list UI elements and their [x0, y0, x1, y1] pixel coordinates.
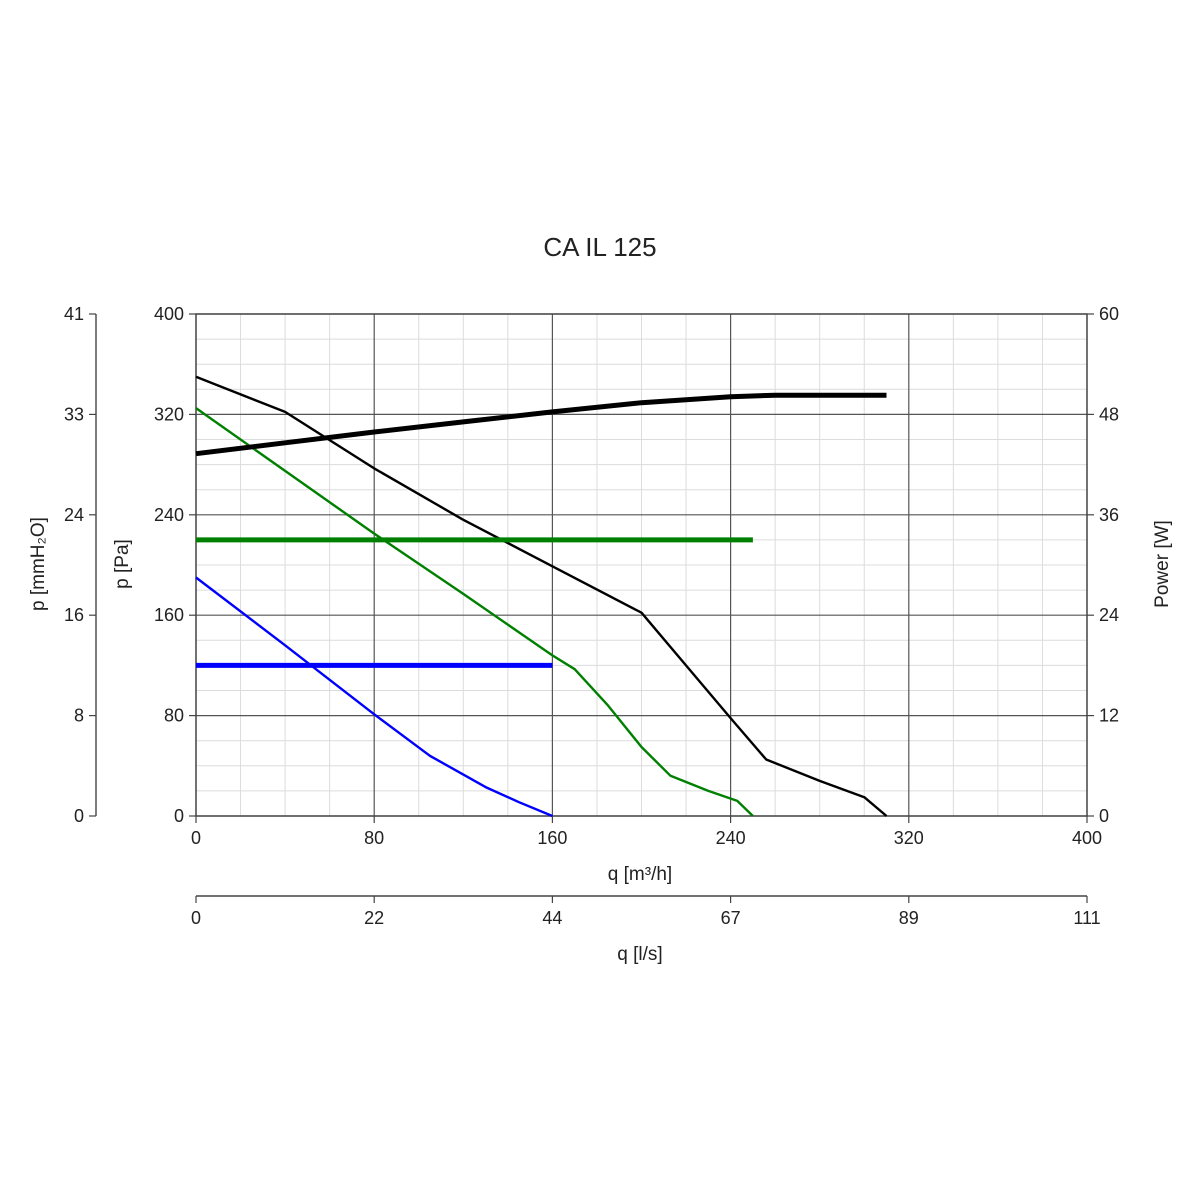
axes — [89, 313, 1094, 903]
y-right-tick-label: 12 — [1099, 706, 1119, 726]
y-right-axis-label: Power [W] — [1152, 520, 1173, 608]
y-right-tick-label: 60 — [1099, 304, 1119, 324]
x-tick-label: 400 — [1072, 828, 1102, 848]
x2-tick-label: 0 — [191, 908, 201, 928]
y-axis-label: p [Pa] — [112, 539, 133, 589]
y-tick-label: 80 — [164, 706, 184, 726]
x-tick-label: 0 — [191, 828, 201, 848]
y-tick-label: 0 — [174, 806, 184, 826]
y-tick-label: 400 — [154, 304, 184, 324]
y-tick-label: 240 — [154, 505, 184, 525]
x-tick-label: 80 — [364, 828, 384, 848]
x-tick-label: 160 — [537, 828, 567, 848]
x2-tick-label: 22 — [364, 908, 384, 928]
x-axis-label: q [m³/h] — [608, 864, 672, 885]
pressure-curve-2 — [195, 407, 754, 817]
y-left-outer-tick-label: 8 — [74, 706, 84, 726]
y-right-tick-label: 48 — [1099, 404, 1119, 424]
y-left-outer-tick-label: 16 — [64, 605, 84, 625]
x2-tick-label: 67 — [721, 908, 741, 928]
x2-tick-label: 89 — [899, 908, 919, 928]
power-curve-4 — [195, 392, 887, 457]
y-tick-label: 320 — [154, 404, 184, 424]
pressure-curve-3 — [195, 576, 553, 818]
x2-axis-label: q [l/s] — [617, 944, 662, 965]
x2-tick-label: 111 — [1073, 908, 1100, 928]
y-left-outer-tick-label: 41 — [64, 304, 84, 324]
plot-frame — [195, 313, 1088, 817]
y-right-tick-label: 24 — [1099, 605, 1119, 625]
chart-title: CA IL 125 — [543, 232, 656, 262]
pressure-curve-1 — [195, 375, 888, 817]
y-left-outer-tick-label: 33 — [64, 404, 84, 424]
y-left-outer-tick-label: 0 — [74, 806, 84, 826]
x2-tick-label: 44 — [542, 908, 562, 928]
minor-gridlines — [196, 314, 1087, 816]
series-layer — [195, 375, 888, 818]
x-tick-label: 320 — [894, 828, 924, 848]
y-right-tick-label: 36 — [1099, 505, 1119, 525]
y-left-outer-axis-label: p [mmH₂O] — [28, 517, 49, 611]
x-tick-label: 240 — [716, 828, 746, 848]
y-right-tick-label: 0 — [1099, 806, 1109, 826]
y-left-outer-tick-label: 24 — [64, 505, 84, 525]
y-tick-label: 160 — [154, 605, 184, 625]
